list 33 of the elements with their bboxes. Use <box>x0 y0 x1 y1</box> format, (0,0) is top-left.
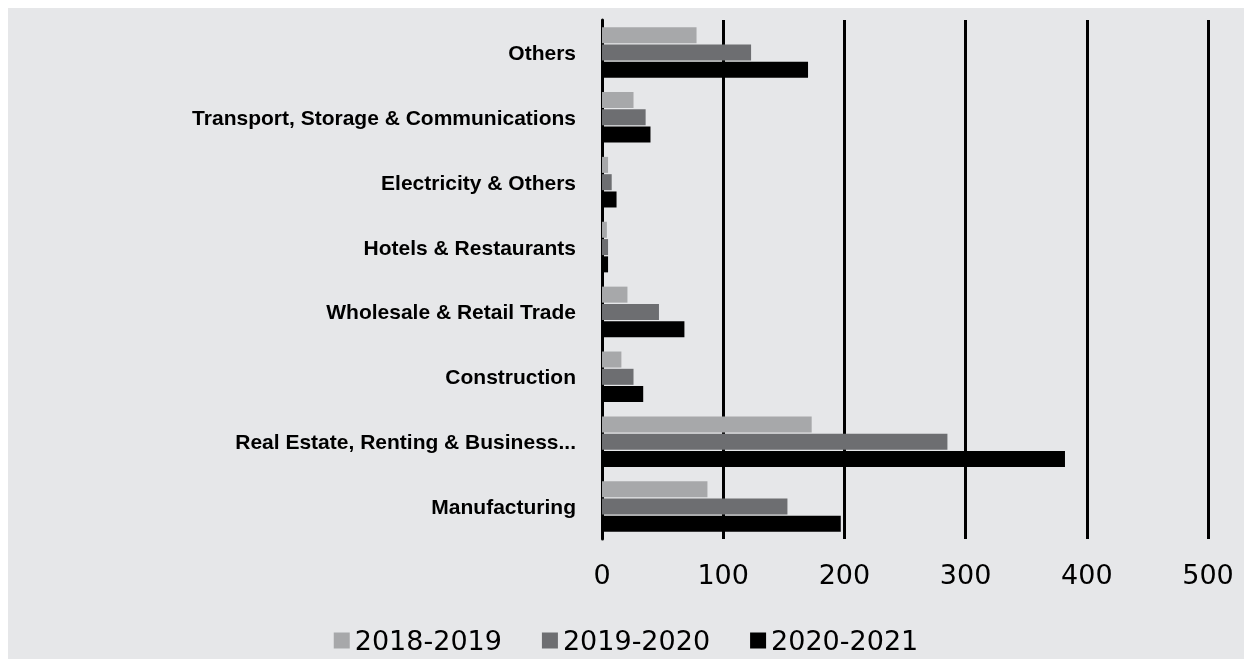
legend-label: 2019-2020 <box>562 625 711 656</box>
y-tick-label: Wholesale & Retail Trade <box>326 300 576 324</box>
x-tick-label: 500 <box>1182 559 1234 590</box>
bar <box>602 221 607 238</box>
y-tick-label: Transport, Storage & Communications <box>192 105 576 129</box>
y-tick-label: Electricity & Others <box>381 170 576 194</box>
legend-label: 2020-2021 <box>771 625 919 656</box>
bar <box>602 286 628 303</box>
bar <box>602 174 612 191</box>
bar <box>602 303 659 320</box>
bar <box>602 156 609 173</box>
bar <box>602 351 622 368</box>
bar <box>602 92 634 109</box>
bar <box>602 109 646 126</box>
x-tick-label: 300 <box>939 559 992 590</box>
legend-label: 2018-2019 <box>354 625 502 656</box>
y-tick-label: Manufacturing <box>431 495 576 519</box>
x-tick-label: 200 <box>818 559 871 590</box>
y-tick-label: Hotels & Restaurants <box>363 235 576 259</box>
bar <box>602 416 812 433</box>
bar <box>602 433 948 450</box>
x-tick-label: 0 <box>593 559 611 590</box>
y-tick-label: Others <box>508 40 576 64</box>
bar <box>602 368 634 385</box>
y-tick-label: Construction <box>445 365 576 389</box>
y-tick-label: Real Estate, Renting & Business... <box>235 430 576 454</box>
x-tick-label: 400 <box>1061 559 1113 590</box>
bar <box>602 498 788 515</box>
bar <box>602 27 697 44</box>
bar <box>602 44 752 61</box>
bar <box>602 481 708 498</box>
x-tick-label: 100 <box>697 559 749 590</box>
bar <box>602 239 609 256</box>
